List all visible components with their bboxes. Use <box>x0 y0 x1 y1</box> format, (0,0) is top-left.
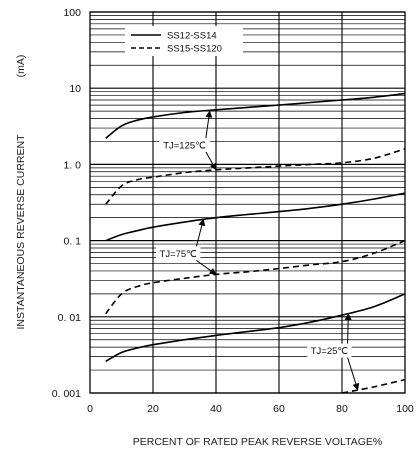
annotation-arrow <box>344 312 352 344</box>
annotation-arrow <box>205 151 217 171</box>
x-tick-label: 60 <box>273 403 285 415</box>
y-tick-label: 1. 0 <box>63 159 81 171</box>
annotation-arrow <box>195 218 206 247</box>
temperature-annotations: TJ=125℃ TJ=75℃ TJ=25℃ <box>156 110 360 391</box>
x-tick-label: 0 <box>87 403 93 415</box>
legend-box <box>125 26 243 56</box>
series-line-ss12-ss14-tj-25-4 <box>105 293 406 363</box>
x-tick-label: 100 <box>396 403 414 415</box>
legend-label-ss12-ss14: SS12-SS14 <box>167 31 217 42</box>
x-axis-title: PERCENT OF RATED PEAK REVERSE VOLTAGE% <box>133 436 383 448</box>
series-line-ss15-ss120-tj-25-5 <box>341 378 406 394</box>
y-tick-label: 10 <box>69 83 81 95</box>
y-tick-label: 0. 01 <box>58 312 82 324</box>
annotation-box <box>307 343 352 358</box>
annotation-box <box>156 246 201 261</box>
legend-label-ss15-ss120: SS15-SS120 <box>167 44 222 55</box>
x-tick-labels: 0 20 40 60 80 100 <box>87 403 414 415</box>
legend: SS12-SS14 SS15-SS120 <box>125 26 243 56</box>
series-line-ss12-ss14-tj-125-0 <box>105 92 406 139</box>
annotation-label: TJ=125℃ <box>163 140 206 151</box>
y-axis-title: INSTANTANEOUS REVERSE CURRENT <box>15 134 27 330</box>
y-tick-labels: 0. 001 0. 01 0. 1 1. 0 10 100 <box>52 7 81 400</box>
annotation-arrow <box>205 110 213 139</box>
y-tick-label: 0. 001 <box>52 388 81 400</box>
annotation-arrow <box>347 357 360 391</box>
annotation-box <box>159 137 210 152</box>
series-lines <box>105 92 406 394</box>
x-tick-label: 40 <box>210 403 222 415</box>
annotation-label: TJ=25℃ <box>311 346 349 357</box>
y-tick-label: 100 <box>63 7 81 19</box>
y-tick-label: 0. 1 <box>63 236 81 248</box>
annotation-arrow <box>196 259 217 275</box>
x-tick-label: 80 <box>336 403 348 415</box>
y-axis-unit: (mA) <box>15 55 27 78</box>
x-tick-label: 20 <box>147 403 159 415</box>
series-line-ss15-ss120-tj-75-3 <box>105 239 406 315</box>
annotation-label: TJ=75℃ <box>160 249 198 260</box>
series-line-ss12-ss14-tj-75-2 <box>105 192 406 242</box>
minor-gridlines <box>90 15 405 371</box>
plot-frame <box>89 11 406 394</box>
